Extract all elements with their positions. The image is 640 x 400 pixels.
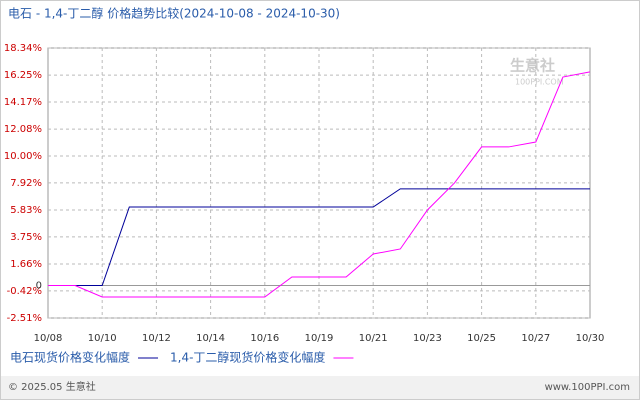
watermark-url: 100PPI.COM xyxy=(515,78,564,87)
x-tick-label: 10/27 xyxy=(521,333,550,344)
y-tick-label: 0 xyxy=(36,280,42,291)
x-tick-label: 10/30 xyxy=(576,333,605,344)
y-tick-label: 12.08% xyxy=(4,124,42,135)
site-url: www.100PPI.com xyxy=(545,382,630,393)
y-tick-label: 18.34% xyxy=(4,43,42,54)
x-tick-label: 10/21 xyxy=(359,333,388,344)
y-tick-label: -2.51% xyxy=(7,313,42,324)
legend-label: 1,4-丁二醇现货价格变化幅度 xyxy=(170,350,325,365)
legend-label: 电石现货价格变化幅度 xyxy=(10,350,130,365)
series-line xyxy=(48,71,591,298)
y-tick-label: 7.92% xyxy=(10,178,42,189)
x-tick-label: 10/23 xyxy=(413,333,442,344)
x-tick-label: 10/16 xyxy=(250,333,279,344)
y-tick-label: 5.83% xyxy=(10,205,42,216)
footer-band xyxy=(1,376,639,399)
series-line xyxy=(48,188,590,286)
x-tick-label: 10/25 xyxy=(467,333,496,344)
y-tick-label: 14.17% xyxy=(4,97,42,108)
y-tick-label: 16.25% xyxy=(4,70,42,81)
y-tick-label: 10.00% xyxy=(4,151,42,162)
x-tick-label: 10/14 xyxy=(196,333,225,344)
x-tick-label: 10/12 xyxy=(142,333,171,344)
y-tick-label: 1.66% xyxy=(10,259,42,270)
y-tick-label: 3.75% xyxy=(10,232,42,243)
copyright: © 2025.05 生意社 xyxy=(8,380,96,393)
watermark: 生意社 xyxy=(510,57,555,75)
x-tick-label: 10/10 xyxy=(88,333,117,344)
x-tick-label: 10/08 xyxy=(34,333,63,344)
chart-title: 电石 - 1,4-丁二醇 价格趋势比较(2024-10-08 - 2024-10… xyxy=(8,6,340,21)
y-tick-label: -0.42% xyxy=(7,286,42,297)
x-tick-label: 10/19 xyxy=(305,333,334,344)
